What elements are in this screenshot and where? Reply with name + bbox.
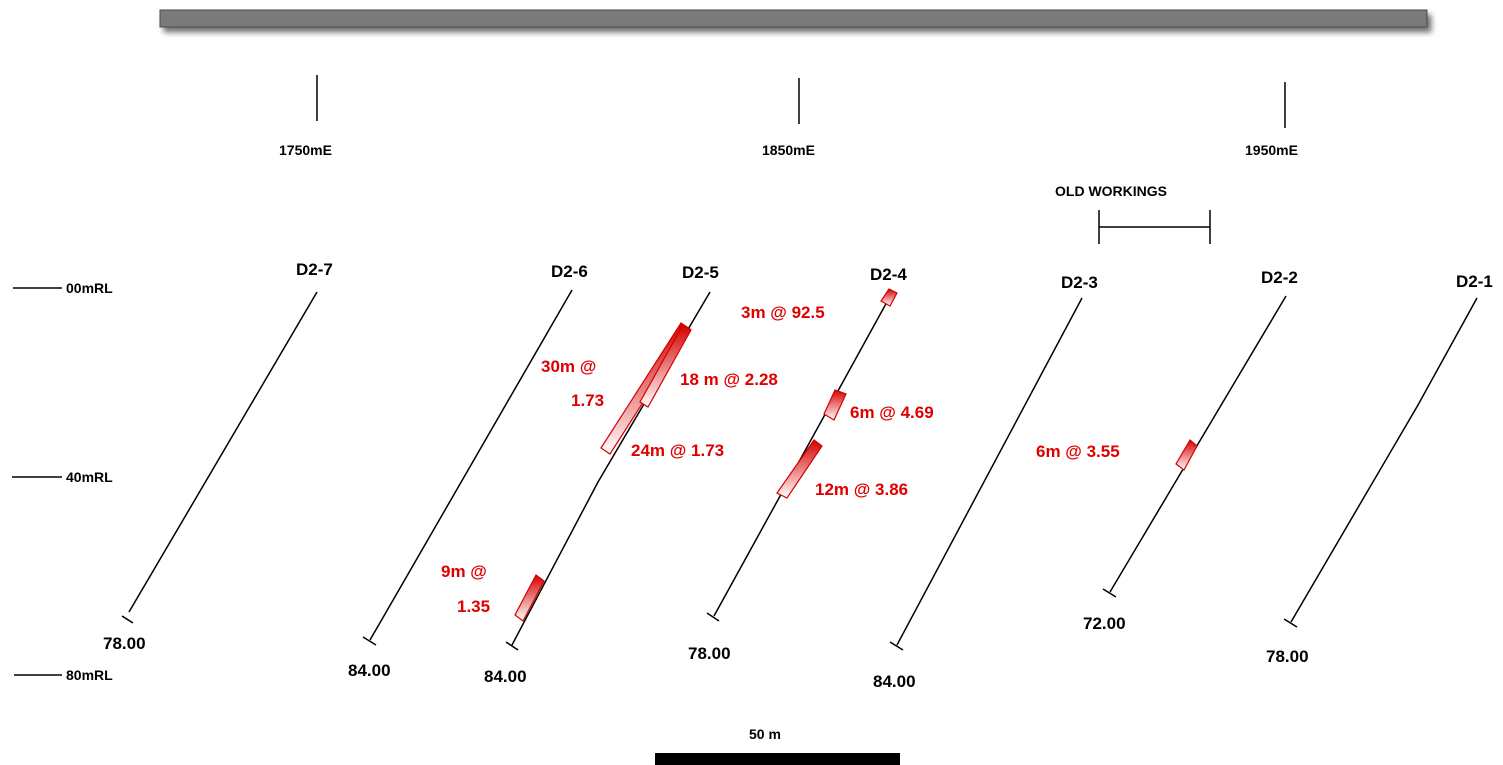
hole-label-d2-1: D2-1 bbox=[1456, 272, 1493, 291]
intercept-label-d2-5-24m: 24m @ 1.73 bbox=[631, 441, 724, 460]
hole-end-depth-d2-3: 84.00 bbox=[873, 672, 916, 691]
hole-label-d2-4: D2-4 bbox=[870, 265, 907, 284]
intercept-label-d2-5-30m: 30m @ 1.73 bbox=[541, 357, 604, 410]
intercept-block-d2-4-3m bbox=[880, 288, 898, 307]
hole-end-depth-d2-2: 72.00 bbox=[1083, 614, 1126, 633]
drill-hole-d2-6 bbox=[362, 289, 573, 646]
intercept-block-d2-4-6m bbox=[823, 389, 847, 421]
hole-end-depth-d2-6: 84.00 bbox=[348, 661, 391, 680]
intercept-block-d2-4-12m bbox=[776, 439, 823, 499]
easting-label-1750: 1750mE bbox=[279, 142, 332, 158]
hole-end-depth-d2-7: 78.00 bbox=[103, 634, 146, 653]
intercept-block-d2-5-18m bbox=[639, 324, 692, 408]
hole-end-depth-d2-5: 84.00 bbox=[484, 667, 527, 686]
old-workings-label: OLD WORKINGS bbox=[1055, 183, 1167, 199]
intercept-label-d2-5-9m: 9m @ 1.35 bbox=[441, 562, 492, 616]
drill-hole-d2-3 bbox=[889, 297, 1083, 651]
drill-hole-d2-4 bbox=[706, 290, 894, 622]
hole-label-d2-6: D2-6 bbox=[551, 262, 588, 281]
hole-label-d2-3: D2-3 bbox=[1061, 273, 1098, 292]
intercept-label-d2-4-6m: 6m @ 4.69 bbox=[850, 403, 934, 422]
old-workings-extent bbox=[1098, 210, 1211, 244]
intercept-label-d2-2-6m: 6m @ 3.55 bbox=[1036, 442, 1120, 461]
surface-bar bbox=[159, 9, 1428, 28]
easting-label-1850: 1850mE bbox=[762, 142, 815, 158]
scale-bar-label: 50 m bbox=[749, 726, 781, 742]
intercept-block-d2-2-6m bbox=[1175, 439, 1198, 471]
intercept-label-d2-4-12m: 12m @ 3.86 bbox=[815, 480, 908, 499]
intercept-label-d2-4-3m: 3m @ 92.5 bbox=[741, 303, 825, 322]
hole-end-depth-d2-1: 78.00 bbox=[1266, 647, 1309, 666]
rl-label-80: 80mRL bbox=[66, 667, 113, 683]
drill-hole-d2-1 bbox=[1283, 297, 1478, 628]
rl-label-40: 40mRL bbox=[66, 469, 113, 485]
hole-end-depth-d2-4: 78.00 bbox=[688, 644, 731, 663]
scale-bar bbox=[655, 753, 900, 765]
hole-label-d2-2: D2-2 bbox=[1261, 268, 1298, 287]
hole-label-d2-5: D2-5 bbox=[682, 263, 719, 282]
drill-hole-d2-7 bbox=[121, 291, 318, 624]
hole-label-d2-7: D2-7 bbox=[296, 260, 333, 279]
easting-label-1950: 1950mE bbox=[1245, 142, 1298, 158]
rl-label-00: 00mRL bbox=[66, 280, 113, 296]
drill-hole-d2-2 bbox=[1102, 295, 1287, 598]
intercept-block-d2-5-9m bbox=[514, 574, 545, 622]
intercept-label-d2-5-18m: 18 m @ 2.28 bbox=[680, 370, 778, 389]
